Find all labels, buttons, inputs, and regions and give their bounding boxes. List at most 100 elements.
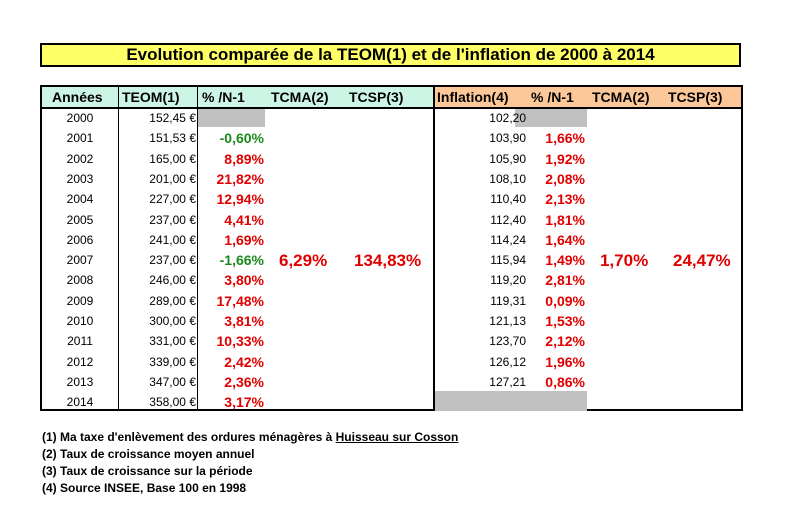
header-pct: % /N-1 bbox=[202, 89, 245, 105]
inflation-tcma-value: 1,70% bbox=[600, 251, 649, 270]
inflation-cell: 102,20 bbox=[489, 111, 526, 125]
column-divider bbox=[118, 87, 119, 409]
teom-cell: 289,00 € bbox=[149, 293, 196, 308]
inflation-pct-cell: 2,12% bbox=[545, 333, 585, 350]
pct-change-cell: 10,33% bbox=[216, 333, 264, 350]
inflation-cell: 112,40 bbox=[490, 212, 526, 227]
year-cell: 2012 bbox=[66, 354, 94, 369]
year-cell: 2011 bbox=[67, 334, 93, 349]
inflation-cell: 110,40 bbox=[490, 192, 526, 207]
year-cell: 2006 bbox=[66, 232, 94, 247]
pct-change-cell: -0,60% bbox=[219, 130, 264, 147]
year-cell: 2014 bbox=[66, 395, 94, 410]
inflation-cell: 103,90 bbox=[489, 131, 526, 146]
teom-cell: 165,00 € bbox=[149, 151, 196, 166]
inflation-cell: 114,24 bbox=[490, 232, 526, 247]
pct-change-cell: 2,42% bbox=[224, 353, 264, 370]
inflation-cell: 119,31 bbox=[490, 293, 526, 308]
teom-cell: 201,00 € bbox=[149, 171, 196, 186]
teom-tcma-value: 6,29% bbox=[279, 251, 328, 270]
teom-cell: 152,45 € bbox=[149, 111, 196, 125]
inflation-cell: 105,90 bbox=[489, 151, 526, 166]
inflation-pct-cell: 1,66% bbox=[545, 130, 585, 147]
inflation-pct-cell: 1,64% bbox=[545, 231, 585, 248]
year-cell: 2001 bbox=[66, 131, 94, 146]
teom-cell: 241,00 € bbox=[149, 232, 196, 247]
pct-change-cell: -1,66% bbox=[219, 252, 264, 269]
footnote-1: (1) Ma taxe d'enlèvement des ordures mén… bbox=[42, 430, 458, 444]
teom-cell: 339,00 € bbox=[149, 354, 196, 369]
inflation-tcsp-value: 24,47% bbox=[673, 251, 731, 270]
inflation-pct-cell: 1,96% bbox=[545, 353, 585, 370]
inflation-cell: 115,94 bbox=[490, 253, 526, 268]
section-divider bbox=[433, 87, 435, 409]
pct-change-cell: 3,80% bbox=[224, 272, 264, 289]
teom-cell: 227,00 € bbox=[149, 192, 196, 207]
teom-cell: 151,53 € bbox=[149, 131, 196, 146]
header-tcsp: TCSP(3) bbox=[349, 89, 404, 105]
inflation-pct-cell: 0,09% bbox=[545, 292, 585, 309]
inflation-cell: 119,20 bbox=[490, 273, 526, 288]
table-row: 2013 347,00 € 2,36% 127,21 0,86% bbox=[42, 372, 741, 392]
year-cell: 2007 bbox=[66, 253, 94, 268]
table-row: 2009 289,00 € 17,48% 119,31 0,09% bbox=[42, 291, 741, 311]
table-row: 2004 227,00 € 12,94% 110,40 2,13% bbox=[42, 189, 741, 209]
pct-change-cell: 12,94% bbox=[216, 191, 264, 208]
inflation-pct-cell: 2,13% bbox=[545, 191, 585, 208]
footnote-2: (2) Taux de croissance moyen annuel bbox=[42, 447, 255, 461]
teom-cell: 246,00 € bbox=[149, 273, 196, 288]
inflation-pct-cell: 2,08% bbox=[545, 170, 585, 187]
year-cell: 2010 bbox=[66, 314, 94, 328]
teom-tcsp-value: 134,83% bbox=[354, 251, 422, 270]
table-row: 2011 331,00 € 10,33% 123,70 2,12% bbox=[42, 331, 741, 351]
table-row: 2010 300,00 € 3,81% 121,13 1,53% bbox=[42, 311, 741, 331]
teom-cell: 300,00 € bbox=[149, 314, 196, 328]
pct-change-cell: 4,41% bbox=[224, 211, 264, 228]
footnote-3: (3) Taux de croissance sur la période bbox=[42, 464, 253, 478]
year-cell: 2003 bbox=[66, 171, 94, 186]
inflation-cell: 123,70 bbox=[489, 334, 526, 349]
table-row: 2003 201,00 € 21,82% 108,10 2,08% bbox=[42, 169, 741, 189]
empty-ipct-2000 bbox=[515, 109, 587, 127]
inflation-cell: 127,21 bbox=[489, 374, 526, 389]
header-annees: Années bbox=[52, 89, 103, 105]
year-cell: 2013 bbox=[66, 374, 94, 389]
header-ipct: % /N-1 bbox=[531, 89, 574, 105]
table-row: 2005 237,00 € 4,41% 112,40 1,81% bbox=[42, 210, 741, 230]
inflation-cell: 121,13 bbox=[489, 314, 526, 328]
inflation-pct-cell: 2,81% bbox=[545, 272, 585, 289]
inflation-pct-cell: 1,49% bbox=[545, 252, 585, 269]
year-cell: 2002 bbox=[66, 151, 94, 166]
pct-change-cell: 17,48% bbox=[216, 292, 264, 309]
table-row: 2008 246,00 € 3,80% 119,20 2,81% bbox=[42, 270, 741, 290]
header-itcma: TCMA(2) bbox=[592, 89, 650, 105]
inflation-cell: 126,12 bbox=[489, 354, 526, 369]
table-row: 2000 152,45 € 102,20 bbox=[42, 108, 741, 128]
teom-cell: 237,00 € bbox=[149, 212, 196, 227]
teom-cell: 331,00 € bbox=[149, 334, 196, 349]
year-cell: 2004 bbox=[66, 192, 94, 207]
inflation-pct-cell: 1,92% bbox=[545, 150, 585, 167]
year-cell: 2009 bbox=[66, 293, 94, 308]
pct-change-cell: 3,17% bbox=[224, 394, 264, 411]
table-row: 2014 358,00 € 3,17% bbox=[42, 392, 741, 412]
pct-change-cell: 2,36% bbox=[224, 373, 264, 390]
table-title: Evolution comparée de la TEOM(1) et de l… bbox=[40, 43, 741, 67]
pct-change-cell: 8,89% bbox=[224, 150, 264, 167]
footnote-1-text: (1) Ma taxe d'enlèvement des ordures mén… bbox=[42, 430, 336, 444]
pct-change-cell: 3,81% bbox=[224, 313, 264, 329]
inflation-header: Inflation(4) % /N-1 TCMA(2) TCSP(3) bbox=[435, 87, 741, 109]
teom-cell: 347,00 € bbox=[149, 374, 196, 389]
inflation-pct-cell: 1,81% bbox=[545, 211, 585, 228]
pct-change-cell: 21,82% bbox=[216, 170, 264, 187]
teom-cell: 358,00 € bbox=[149, 395, 196, 410]
table-row: 2002 165,00 € 8,89% 105,90 1,92% bbox=[42, 149, 741, 169]
year-cell: 2008 bbox=[66, 273, 94, 288]
table-row: 2006 241,00 € 1,69% 114,24 1,64% bbox=[42, 230, 741, 250]
teom-cell: 237,00 € bbox=[149, 253, 196, 268]
header-teom: TEOM(1) bbox=[122, 89, 180, 105]
footnote-4: (4) Source INSEE, Base 100 en 1998 bbox=[42, 481, 247, 495]
inflation-pct-cell: 1,53% bbox=[545, 313, 585, 329]
inflation-cell: 108,10 bbox=[489, 171, 526, 186]
header-inflation: Inflation(4) bbox=[437, 89, 509, 105]
